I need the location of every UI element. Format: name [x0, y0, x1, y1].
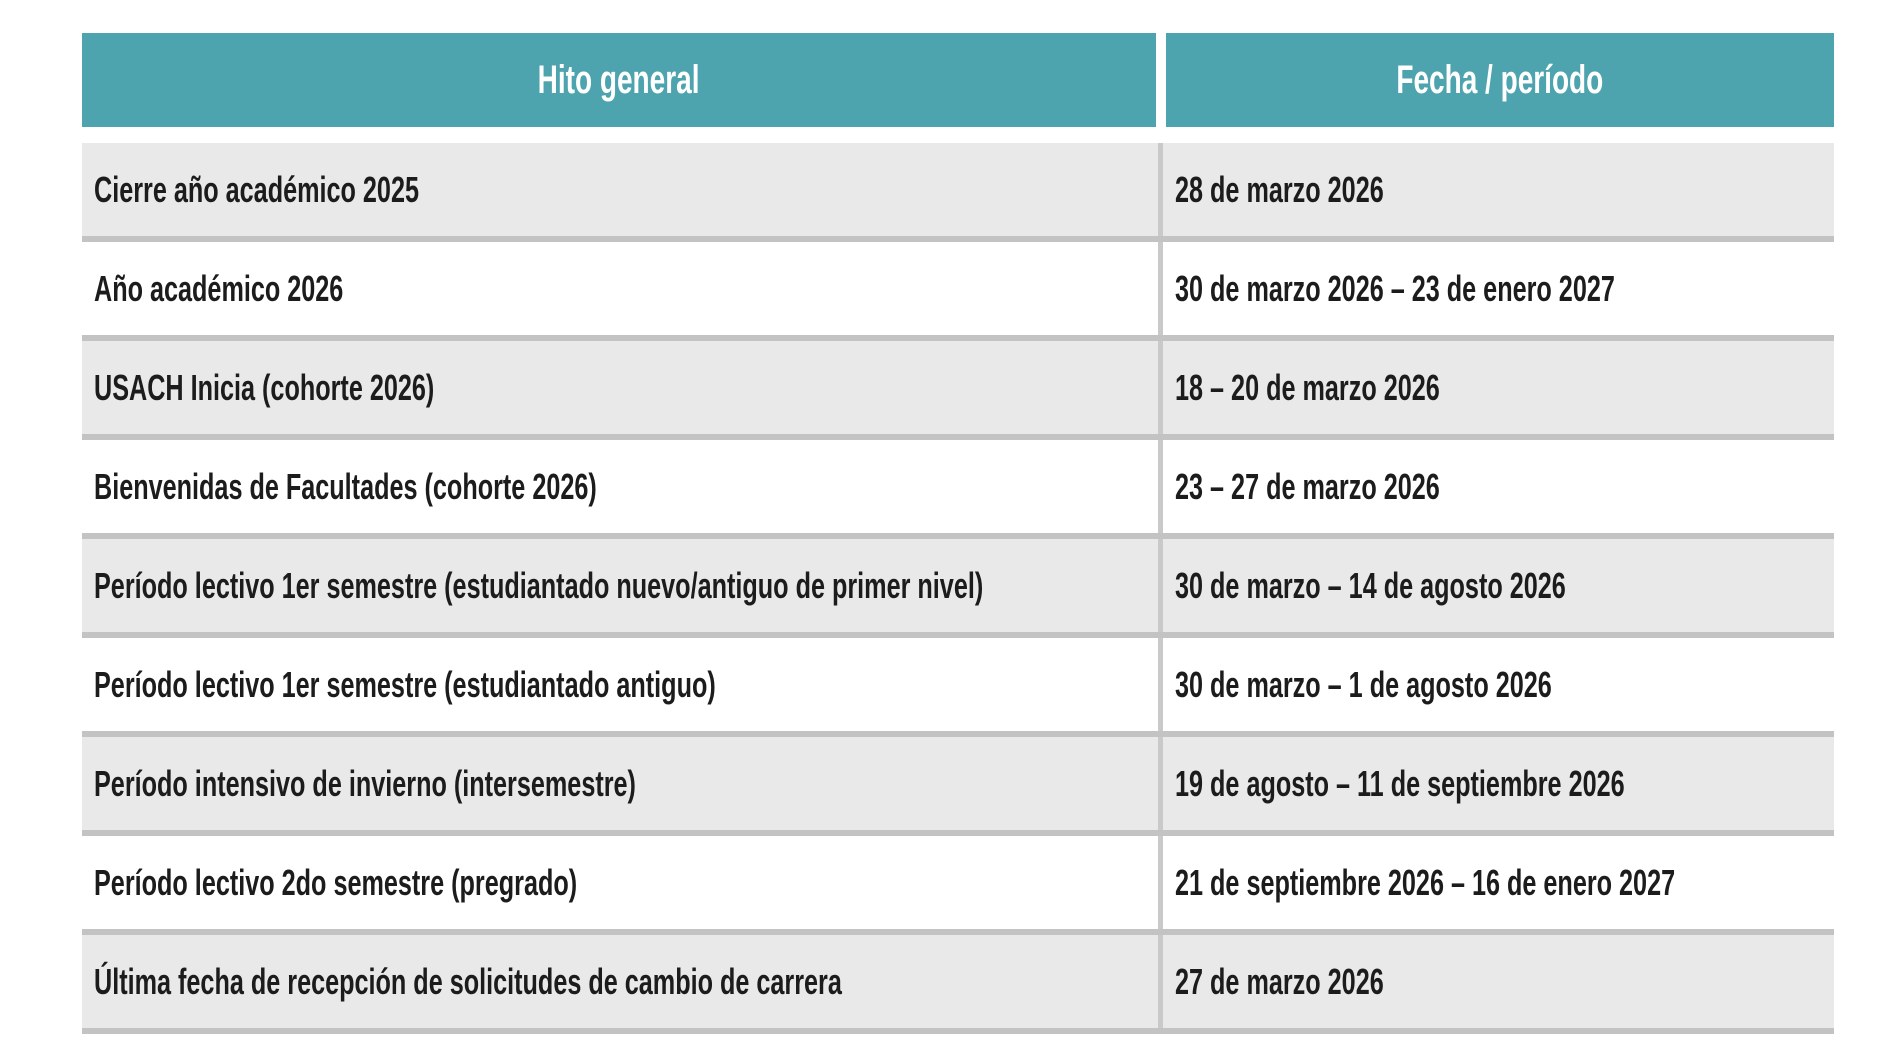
cell-hito-text: USACH Inicia (cohorte 2026) [94, 366, 435, 408]
header-column-gap [1156, 33, 1166, 127]
cell-fecha: 19 de agosto – 11 de septiembre 2026 [1158, 737, 1834, 830]
table-row: USACH Inicia (cohorte 2026) 18 – 20 de m… [82, 341, 1834, 440]
cell-fecha: 27 de marzo 2026 [1158, 935, 1834, 1028]
cell-fecha-text: 18 – 20 de marzo 2026 [1175, 366, 1440, 408]
cell-hito: USACH Inicia (cohorte 2026) [82, 341, 1158, 434]
cell-hito: Período lectivo 1er semestre (estudianta… [82, 638, 1158, 731]
cell-fecha-text: 21 de septiembre 2026 – 16 de enero 2027 [1175, 861, 1676, 903]
column-header-label: Fecha / período [1396, 57, 1604, 102]
cell-fecha-text: 30 de marzo 2026 – 23 de enero 2027 [1175, 267, 1615, 309]
cell-fecha-text: 28 de marzo 2026 [1175, 168, 1384, 210]
cell-fecha-text: 27 de marzo 2026 [1175, 960, 1384, 1002]
cell-hito-text: Última fecha de recepción de solicitudes… [94, 960, 842, 1002]
table-row: Última fecha de recepción de solicitudes… [82, 935, 1834, 1034]
cell-fecha: 28 de marzo 2026 [1158, 143, 1834, 236]
table-row: Año académico 2026 30 de marzo 2026 – 23… [82, 242, 1834, 341]
cell-hito: Última fecha de recepción de solicitudes… [82, 935, 1158, 1028]
column-header-hito-general: Hito general [82, 33, 1156, 127]
cell-hito-text: Período lectivo 1er semestre (estudianta… [94, 663, 716, 705]
cell-fecha: 23 – 27 de marzo 2026 [1158, 440, 1834, 533]
cell-hito: Año académico 2026 [82, 242, 1158, 335]
academic-calendar-table: Hito general Fecha / período Cierre año … [82, 33, 1834, 1034]
cell-hito-text: Período lectivo 2do semestre (pregrado) [94, 861, 578, 903]
cell-hito-text: Período intensivo de invierno (interseme… [94, 762, 636, 804]
cell-fecha: 21 de septiembre 2026 – 16 de enero 2027 [1158, 836, 1834, 929]
cell-fecha: 18 – 20 de marzo 2026 [1158, 341, 1834, 434]
table-header-row: Hito general Fecha / período [82, 33, 1834, 127]
table-row: Bienvenidas de Facultades (cohorte 2026)… [82, 440, 1834, 539]
table-body: Cierre año académico 2025 28 de marzo 20… [82, 143, 1834, 1034]
cell-hito: Período intensivo de invierno (interseme… [82, 737, 1158, 830]
table-row: Período lectivo 1er semestre (estudianta… [82, 638, 1834, 737]
cell-fecha: 30 de marzo – 1 de agosto 2026 [1158, 638, 1834, 731]
column-header-label: Hito general [538, 57, 700, 102]
cell-hito: Período lectivo 2do semestre (pregrado) [82, 836, 1158, 929]
table-row: Cierre año académico 2025 28 de marzo 20… [82, 143, 1834, 242]
cell-hito-text: Año académico 2026 [94, 267, 344, 309]
cell-hito-text: Bienvenidas de Facultades (cohorte 2026) [94, 465, 597, 507]
cell-fecha-text: 23 – 27 de marzo 2026 [1175, 465, 1440, 507]
cell-hito: Cierre año académico 2025 [82, 143, 1158, 236]
table-row: Período lectivo 1er semestre (estudianta… [82, 539, 1834, 638]
cell-fecha-text: 30 de marzo – 14 de agosto 2026 [1175, 564, 1566, 606]
table-row: Período intensivo de invierno (interseme… [82, 737, 1834, 836]
column-header-fecha-periodo: Fecha / período [1166, 33, 1834, 127]
cell-fecha: 30 de marzo 2026 – 23 de enero 2027 [1158, 242, 1834, 335]
cell-fecha-text: 30 de marzo – 1 de agosto 2026 [1175, 663, 1552, 705]
cell-hito-text: Período lectivo 1er semestre (estudianta… [94, 564, 984, 606]
table-row: Período lectivo 2do semestre (pregrado) … [82, 836, 1834, 935]
cell-hito: Bienvenidas de Facultades (cohorte 2026) [82, 440, 1158, 533]
cell-hito-text: Cierre año académico 2025 [94, 168, 419, 210]
cell-hito: Período lectivo 1er semestre (estudianta… [82, 539, 1158, 632]
cell-fecha: 30 de marzo – 14 de agosto 2026 [1158, 539, 1834, 632]
cell-fecha-text: 19 de agosto – 11 de septiembre 2026 [1175, 762, 1625, 804]
